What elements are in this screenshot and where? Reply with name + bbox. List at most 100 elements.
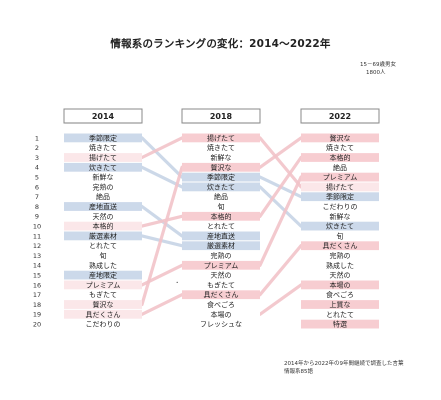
item-highlight-box (182, 231, 260, 241)
item-label: とれたて (207, 223, 235, 231)
item-highlight-box (301, 260, 379, 270)
item-label: フレッシュな (200, 321, 242, 329)
item-label: 上質な (330, 300, 351, 309)
item-label: プレミアム (323, 174, 358, 182)
item-label: 食べごろ (207, 300, 235, 309)
item-highlight-box (182, 290, 260, 300)
item-label: 揚げたて (207, 133, 235, 142)
item-label: 本場の (211, 310, 232, 319)
rank-label: 14 (33, 262, 41, 270)
rank-label: 8 (35, 203, 39, 211)
rank-label: 3 (35, 154, 39, 162)
rank-label: 1 (35, 134, 39, 142)
item-highlight-box (64, 231, 142, 241)
connector-layer (140, 136, 303, 316)
item-highlight-box (182, 260, 260, 270)
item-highlight-box (182, 192, 260, 202)
item-highlight-box (64, 270, 142, 280)
item-label: 産地直送 (207, 231, 235, 240)
item-highlight-box (301, 133, 379, 143)
item-label: 特選 (333, 320, 347, 329)
rank-label: 19 (33, 311, 41, 319)
item-label: 産地限定 (89, 271, 117, 280)
item-label: プレミアム (86, 281, 121, 289)
year-header-label: 2022 (329, 112, 351, 121)
item-highlight-box (301, 182, 379, 192)
item-highlight-box (182, 251, 260, 260)
item-highlight-box (64, 211, 142, 221)
item-label: 揚げたて (89, 153, 117, 162)
rank-label: 13 (33, 252, 41, 260)
item-highlight-box (182, 172, 260, 182)
item-highlight-box (301, 211, 379, 221)
item-label: もぎたて (207, 280, 235, 289)
item-label: 新鮮な (211, 153, 232, 162)
item-highlight-box (64, 162, 142, 172)
item-highlight-box (182, 182, 260, 192)
item-highlight-box (182, 211, 260, 221)
item-highlight-box (301, 290, 379, 300)
item-label: 天然の (93, 212, 114, 221)
item-highlight-box (182, 300, 260, 309)
item-label: 完熟の (330, 251, 351, 260)
item-highlight-box (64, 192, 142, 202)
item-highlight-box (64, 309, 142, 319)
item-label: 絶品 (214, 192, 228, 201)
item-highlight-box (182, 319, 260, 329)
connector-line (258, 175, 303, 267)
item-label: 本格的 (211, 212, 232, 221)
item-label: 熟成した (89, 261, 117, 270)
item-label: 炊きたて (326, 222, 354, 231)
item-label: こだわりの (323, 203, 358, 211)
item-highlight-box (301, 192, 379, 202)
item-highlight-box (301, 270, 379, 280)
sample-note-line-1: 15－69歳男女 (360, 62, 396, 68)
item-highlight-box (182, 133, 260, 143)
item-label: こだわりの (86, 321, 121, 329)
label-layer: 12345678910111213141516171819202014季節限定焼… (33, 112, 358, 329)
connector-line (140, 165, 184, 307)
connector-line (140, 293, 184, 316)
source-note-line-2: 情報系85語 (284, 369, 313, 375)
item-label: 具だくさん (323, 242, 358, 250)
item-highlight-box (182, 221, 260, 231)
item-highlight-box (301, 251, 379, 260)
rank-label: 15 (33, 272, 41, 280)
item-highlight-box (182, 270, 260, 280)
rank-label: 17 (33, 291, 41, 299)
item-label: 本格的 (330, 153, 351, 162)
item-highlight-box (182, 143, 260, 153)
item-highlight-box (182, 162, 260, 172)
item-highlight-box (64, 300, 142, 309)
rank-label: 16 (33, 281, 41, 289)
item-highlight-box (64, 290, 142, 300)
item-label: 焼きたて (89, 143, 117, 152)
item-label: とれたて (326, 311, 354, 319)
item-label: 天然の (211, 271, 232, 280)
item-label: 揚げたて (326, 182, 354, 191)
item-highlight-box (301, 231, 379, 241)
item-highlight-box (301, 153, 379, 162)
rank-label: 4 (35, 164, 39, 172)
rank-label: 6 (35, 183, 39, 191)
item-label: 炊きたて (207, 182, 235, 191)
item-label: 旬 (100, 251, 107, 260)
item-label: 焼きたて (326, 143, 354, 152)
rank-label: 18 (33, 301, 41, 309)
connector-line (258, 185, 303, 228)
item-highlight-box (64, 172, 142, 182)
connector-line (140, 136, 184, 160)
item-label: 炊きたて (89, 163, 117, 172)
item-highlight-box (301, 300, 379, 309)
item-label: 食べごろ (326, 290, 354, 299)
item-label: 贅沢な (211, 163, 232, 172)
item-label: 熟成した (326, 261, 354, 270)
item-label: 旬 (218, 202, 225, 211)
item-label: 絶品 (96, 192, 110, 201)
stray-bullet-mark: • (176, 280, 178, 285)
connector-line (140, 165, 184, 189)
item-highlight-box (301, 143, 379, 153)
item-highlight-box (64, 319, 142, 329)
item-label: 贅沢な (93, 300, 114, 309)
item-label: 季節限定 (326, 192, 354, 201)
